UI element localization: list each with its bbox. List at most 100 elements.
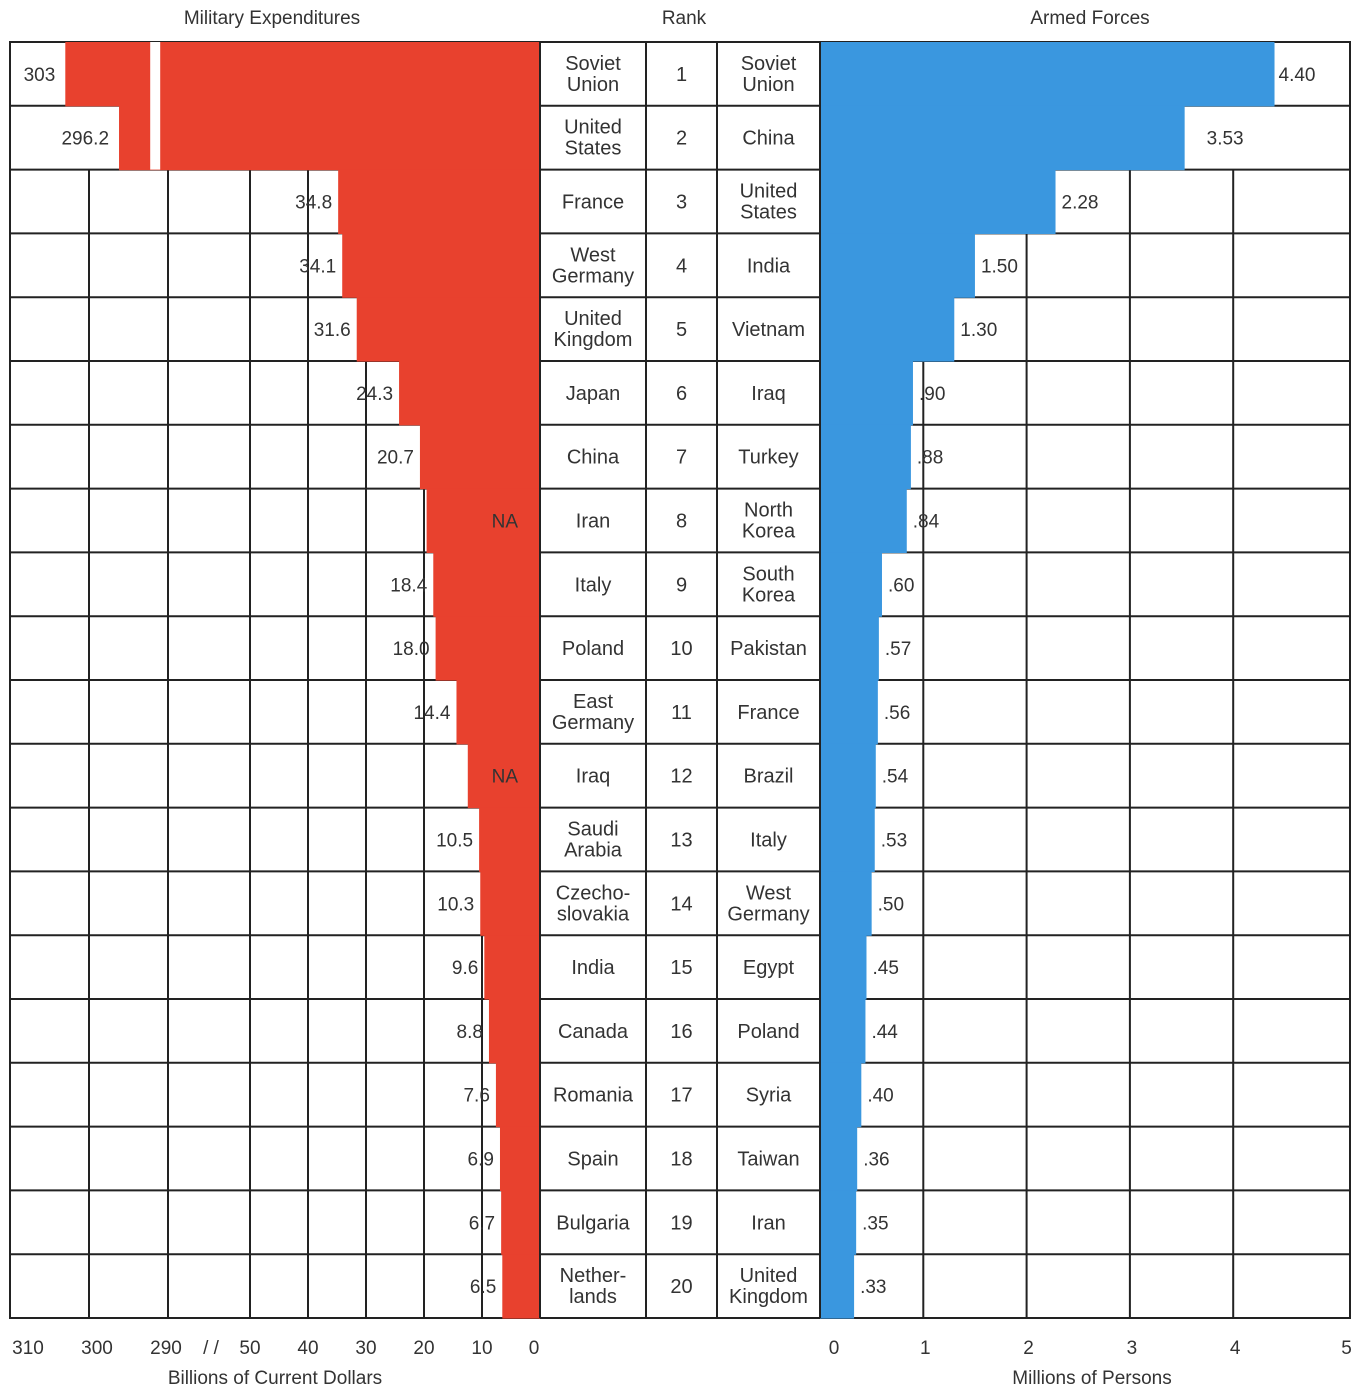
expenditure-bar: [488, 999, 540, 1064]
rank-label: 13: [670, 830, 692, 852]
right-axis-tick: 4: [1230, 1338, 1241, 1359]
expenditure-bar: [456, 680, 540, 745]
left-axis-tick: 300: [81, 1338, 113, 1359]
rank-label: 3: [676, 192, 687, 214]
armed-forces-country-label: Italy: [750, 830, 787, 852]
expenditure-bar: [426, 488, 540, 553]
armed-forces-country-label: Poland: [737, 1021, 799, 1043]
armed-forces-value-label: 1.30: [960, 320, 997, 341]
armed-forces-bar: [820, 680, 878, 745]
expenditure-value-label: 31.6: [314, 320, 351, 341]
expenditure-value-label: 14.4: [413, 703, 450, 724]
rank-label: 10: [670, 638, 692, 660]
expenditure-bar: [495, 1062, 540, 1128]
armed-forces-country-label: Turkey: [738, 447, 798, 469]
expenditure-value-label: 34.8: [295, 193, 332, 214]
armed-forces-bar: [820, 169, 1056, 234]
expenditure-value-label: 9.6: [452, 958, 478, 979]
armed-forces-value-label: 2.28: [1062, 193, 1099, 214]
armed-forces-bar: [820, 1190, 857, 1255]
expenditure-country-label: France: [562, 192, 624, 214]
armed-forces-value-label: .40: [867, 1086, 893, 1107]
armed-forces-country-label: South Korea: [742, 563, 796, 606]
armed-forces-value-label: 4.40: [1279, 65, 1316, 86]
right-axis-tick: 2: [1023, 1338, 1034, 1359]
armed-forces-value-label: .53: [881, 831, 907, 852]
expenditure-value-label: 7.6: [463, 1086, 489, 1107]
armed-forces-country-label: Egypt: [743, 957, 795, 979]
armed-forces-value-label: .44: [871, 1022, 898, 1043]
rank-label: 19: [670, 1212, 692, 1234]
armed-forces-bar: [820, 424, 911, 490]
armed-forces-country-label: North Korea: [742, 500, 796, 543]
rank-header: Rank: [662, 8, 707, 29]
rank-label: 14: [670, 893, 692, 915]
expenditure-country-label: United Kingdom: [554, 308, 633, 351]
expenditure-bar: [480, 871, 540, 936]
expenditure-bar: [342, 233, 540, 298]
rank-label: 2: [676, 128, 687, 150]
expenditure-country-label: Canada: [558, 1021, 629, 1043]
armed-forces-country-label: Iran: [751, 1212, 785, 1234]
expenditure-bar: [399, 361, 540, 426]
left-axis-tick: 310: [12, 1338, 44, 1359]
rank-label: 8: [676, 511, 687, 533]
armed-forces-bar: [820, 361, 913, 426]
expenditure-country-label: Japan: [566, 383, 621, 405]
expenditure-country-label: Bulgaria: [556, 1212, 630, 1234]
left-axis-tick: 20: [413, 1338, 434, 1359]
expenditure-bar: [484, 935, 540, 1000]
expenditure-country-label: Iraq: [576, 766, 610, 788]
armed-forces-value-label: .57: [885, 639, 911, 660]
left-axis-tick: 30: [355, 1338, 376, 1359]
expenditure-bar: [499, 1126, 540, 1191]
expenditure-value-label: 6.7: [469, 1213, 495, 1234]
expenditure-value-label: 296.2: [61, 129, 109, 150]
expenditure-bar: [467, 743, 540, 809]
rank-label: 17: [670, 1085, 692, 1107]
left-axis-tick: 290: [150, 1338, 182, 1359]
expenditure-value-label: NA: [492, 767, 519, 788]
expenditure-value-label: 24.3: [356, 384, 393, 405]
rank-label: 7: [676, 447, 687, 469]
left-header: Military Expenditures: [184, 8, 360, 29]
armed-forces-country-label: China: [742, 128, 795, 150]
expenditure-value-label: NA: [492, 512, 519, 533]
expenditure-bar: [433, 552, 540, 617]
armed-forces-value-label: .56: [884, 703, 910, 724]
armed-forces-value-label: .90: [919, 384, 945, 405]
axis-break-gap: [150, 42, 161, 170]
armed-forces-bar: [820, 871, 872, 936]
expenditure-country-label: West Germany: [552, 244, 634, 287]
expenditure-country-label: Soviet Union: [565, 53, 621, 96]
right-header: Armed Forces: [1030, 8, 1149, 29]
expenditure-country-label: Romania: [553, 1085, 634, 1107]
rank-label: 20: [670, 1276, 692, 1298]
armed-forces-value-label: .50: [878, 894, 904, 915]
armed-forces-bar: [820, 999, 866, 1064]
armed-forces-value-label: .35: [862, 1213, 888, 1234]
armed-forces-country-label: West Germany: [727, 882, 809, 925]
rank-label: 16: [670, 1021, 692, 1043]
armed-forces-country-label: Pakistan: [730, 638, 807, 660]
expenditure-value-label: 303: [24, 65, 56, 86]
rank-label: 15: [670, 957, 692, 979]
expenditure-country-label: India: [571, 957, 615, 979]
armed-forces-value-label: .33: [860, 1277, 886, 1298]
armed-forces-country-label: United States: [740, 181, 798, 224]
rank-label: 5: [676, 319, 687, 341]
armed-forces-bars: [820, 42, 1275, 1319]
armed-forces-country-label: Soviet Union: [741, 53, 797, 96]
armed-forces-bar: [820, 743, 876, 809]
expenditure-bar: [65, 42, 541, 107]
expenditure-bar: [435, 616, 540, 681]
expenditure-value-label: 10.5: [436, 831, 473, 852]
expenditure-country-label: Italy: [575, 574, 612, 596]
rank-label: 6: [676, 383, 687, 405]
expenditure-value-label: 6.5: [470, 1277, 496, 1298]
expenditure-value-label: 10.3: [437, 894, 474, 915]
expenditure-country-label: Saudi Arabia: [564, 819, 623, 862]
expenditure-bar: [501, 1190, 540, 1255]
